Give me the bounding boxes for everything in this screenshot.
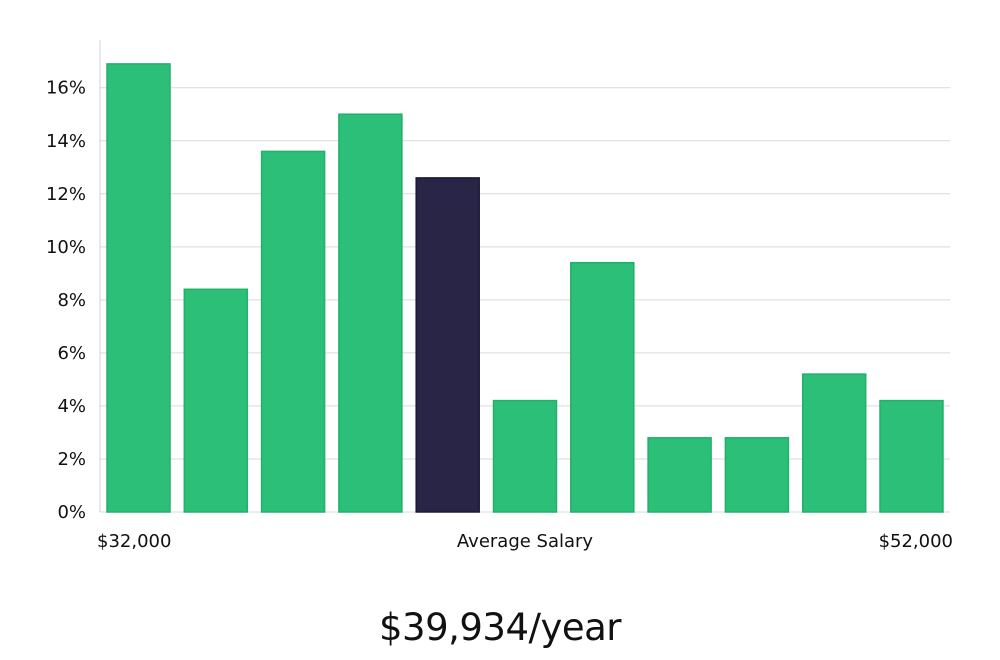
bar-highlighted xyxy=(415,177,480,513)
y-tick-label: 0% xyxy=(57,502,86,523)
y-tick-label: 4% xyxy=(57,396,86,417)
bars xyxy=(106,63,944,513)
y-tick-labels: 0% 2% 4% 6% 8% 10% 12% 14% 16% xyxy=(46,78,86,523)
bar xyxy=(647,437,712,513)
bar xyxy=(570,261,635,513)
bar xyxy=(879,399,944,513)
y-tick-label: 16% xyxy=(46,78,86,99)
average-salary-value: $39,934/year xyxy=(378,606,622,649)
y-tick-label: 6% xyxy=(57,343,86,364)
y-tick-label: 2% xyxy=(57,449,86,470)
y-tick-label: 8% xyxy=(57,290,86,311)
bar xyxy=(106,63,171,513)
bar xyxy=(724,437,790,513)
x-max-label: $52,000 xyxy=(879,531,953,552)
bar xyxy=(492,399,558,513)
bar xyxy=(183,288,249,513)
x-axis-label: Average Salary xyxy=(457,531,594,552)
bar xyxy=(338,113,403,513)
y-tick-label: 10% xyxy=(46,237,86,258)
salary-histogram: 0% 2% 4% 6% 8% 10% 12% 14% 16% $32,000 Average S… xyxy=(46,40,953,552)
y-tick-label: 14% xyxy=(46,131,86,152)
x-min-label: $32,000 xyxy=(97,531,171,552)
y-tick-label: 12% xyxy=(46,184,86,205)
bar xyxy=(260,150,326,513)
bar xyxy=(801,373,867,513)
